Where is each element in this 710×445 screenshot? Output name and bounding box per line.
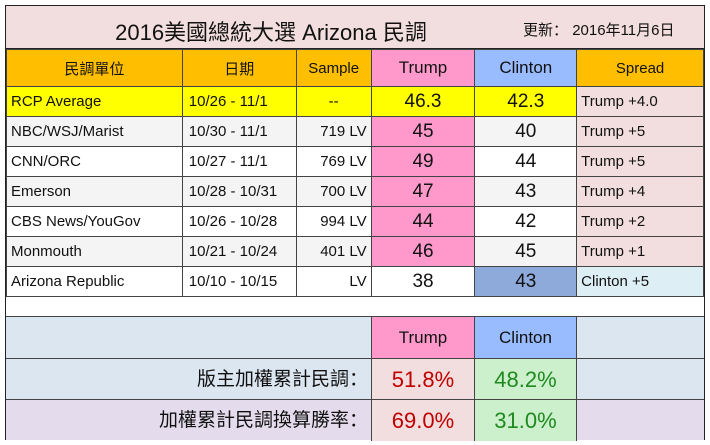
pollster-cell: Emerson (6, 176, 183, 207)
win-rate-label: 加權累計民調換算勝率： (158, 410, 368, 431)
col-header-spread: Spread (576, 49, 704, 87)
weighted-clinton-value: 48.2% (475, 359, 577, 400)
spread-cell: Trump +4 (576, 176, 704, 207)
update-info: 更新： 2016年11月6日 (523, 19, 674, 40)
sample-cell: 994 LV (295, 206, 372, 237)
trump-cell: 49 (370, 146, 476, 177)
sample-cell: 719 LV (295, 116, 372, 147)
trump-cell: 38 (370, 266, 476, 297)
col-header-clinton: Clinton (474, 49, 578, 87)
col-header-pollster: 民調單位 (6, 49, 183, 87)
spread-cell: Trump +1 (576, 236, 704, 267)
date-cell: 10/26 - 10/28 (181, 206, 297, 237)
spread-cell: Trump +5 (576, 116, 704, 147)
table-row: Monmouth 10/21 - 10/24 401 LV 46 45 Trum… (6, 236, 704, 267)
clinton-cell: 45 (474, 236, 578, 267)
trump-cell: 46.3 (370, 86, 476, 117)
win-rate-row: 加權累計民調換算勝率： 69.0% 31.0% (6, 399, 704, 441)
date-cell: 10/28 - 10/31 (181, 176, 297, 207)
update-date: 2016年11月6日 (572, 22, 675, 39)
date-cell: 10/10 - 10/15 (181, 266, 297, 297)
col-header-date: 日期 (181, 49, 297, 87)
spread-cell: Clinton +5 (576, 266, 704, 297)
pollster-cell: Arizona Republic (6, 266, 183, 297)
update-label: 更新： (523, 22, 569, 39)
win-rate-clinton-value: 31.0% (475, 400, 577, 441)
date-cell: 10/27 - 11/1 (181, 146, 297, 177)
pollster-cell: RCP Average (6, 86, 183, 117)
weighted-poll-label: 版主加權累計民調： (196, 369, 368, 390)
sample-cell: -- (295, 86, 372, 117)
summary-trump-label: Trump (371, 317, 475, 358)
table-header-row: 民調單位 日期 Sample Trump Clinton Spread (6, 49, 704, 87)
table-row: RCP Average 10/26 - 11/1 -- 46.3 42.3 Tr… (6, 86, 704, 117)
sample-cell: LV (295, 266, 372, 297)
pollster-cell: CBS News/YouGov (6, 206, 183, 237)
sample-cell: 769 LV (295, 146, 372, 177)
table-row: NBC/WSJ/Marist 10/30 - 11/1 719 LV 45 40… (6, 116, 704, 147)
trump-cell: 45 (370, 116, 476, 147)
table-row: CNN/ORC 10/27 - 11/1 769 LV 49 44 Trump … (6, 146, 704, 177)
clinton-cell: 42 (474, 206, 578, 237)
date-cell: 10/21 - 10/24 (181, 236, 297, 267)
clinton-cell: 43 (474, 176, 578, 207)
sample-cell: 700 LV (295, 176, 372, 207)
page-title: 2016美國總統大選 Arizona 民調 (115, 20, 427, 45)
poll-table: 民調單位 日期 Sample Trump Clinton Spread RCP … (6, 49, 704, 297)
weighted-trump-value: 51.8% (371, 359, 475, 400)
trump-cell: 46 (370, 236, 476, 267)
pollster-cell: CNN/ORC (6, 146, 183, 177)
spread-cell: Trump +4.0 (576, 86, 704, 117)
col-header-sample: Sample (295, 49, 372, 87)
poll-panel: 2016美國總統大選 Arizona 民調 更新： 2016年11月6日 民調單… (5, 5, 705, 441)
weighted-poll-row: 版主加權累計民調： 51.8% 48.2% (6, 358, 704, 400)
table-row: CBS News/YouGov 10/26 - 10/28 994 LV 44 … (6, 206, 704, 237)
date-cell: 10/26 - 11/1 (181, 86, 297, 117)
title-bar: 2016美國總統大選 Arizona 民調 更新： 2016年11月6日 (6, 6, 704, 49)
pollster-cell: NBC/WSJ/Marist (6, 116, 183, 147)
clinton-cell: 40 (474, 116, 578, 147)
table-row: Arizona Republic 10/10 - 10/15 LV 38 43 … (6, 266, 704, 297)
summary-clinton-label: Clinton (475, 317, 577, 358)
trump-cell: 44 (370, 206, 476, 237)
summary-header-row: Trump Clinton (6, 316, 704, 358)
trump-cell: 47 (370, 176, 476, 207)
clinton-cell: 44 (474, 146, 578, 177)
spread-cell: Trump +2 (576, 206, 704, 237)
table-row: Emerson 10/28 - 10/31 700 LV 47 43 Trump… (6, 176, 704, 207)
col-header-trump: Trump (370, 49, 476, 87)
spread-cell: Trump +5 (576, 146, 704, 177)
clinton-cell: 43 (474, 266, 578, 297)
win-rate-trump-value: 69.0% (371, 400, 475, 441)
pollster-cell: Monmouth (6, 236, 183, 267)
clinton-cell: 42.3 (474, 86, 578, 117)
date-cell: 10/30 - 11/1 (181, 116, 297, 147)
sample-cell: 401 LV (295, 236, 372, 267)
